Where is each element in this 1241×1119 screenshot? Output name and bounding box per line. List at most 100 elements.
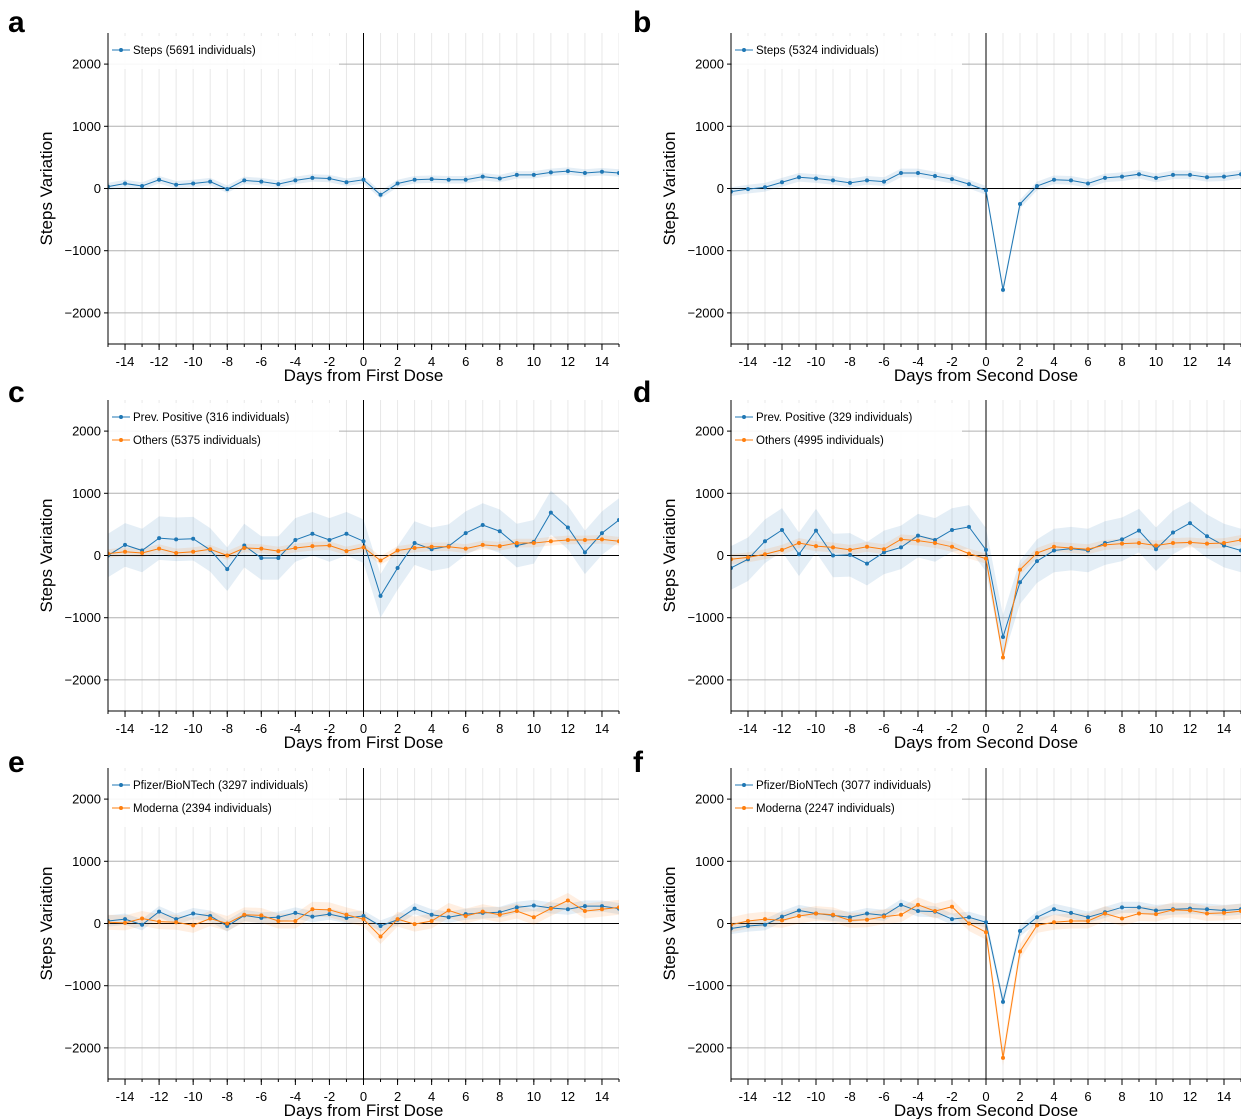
- data-point: [882, 914, 886, 919]
- data-point: [1018, 202, 1022, 207]
- data-point: [1035, 923, 1039, 928]
- y-tick-label: 0: [94, 916, 101, 931]
- x-tick-label: -2: [324, 721, 336, 736]
- x-tick-label: -4: [912, 354, 924, 369]
- data-point: [327, 537, 332, 542]
- data-point: [599, 907, 604, 912]
- x-tick-label: -6: [256, 721, 268, 736]
- data-point: [967, 182, 971, 187]
- data-point: [797, 552, 801, 557]
- data-point: [831, 545, 835, 550]
- data-point: [565, 525, 570, 530]
- x-tick-label: 2: [394, 1089, 401, 1104]
- x-tick-label: 8: [1118, 721, 1125, 736]
- data-point: [865, 544, 869, 549]
- data-point: [1171, 530, 1175, 535]
- series-band: [108, 534, 619, 565]
- data-point: [763, 917, 767, 922]
- data-point: [293, 910, 298, 915]
- data-point: [310, 531, 315, 536]
- data-point: [1120, 905, 1124, 910]
- y-tick-label: 0: [94, 181, 101, 196]
- panel-letter: d: [633, 376, 651, 409]
- data-point: [276, 182, 281, 187]
- data-point: [174, 920, 179, 925]
- data-point: [1018, 580, 1022, 585]
- data-point: [780, 918, 784, 923]
- x-tick-label: -8: [844, 1089, 856, 1104]
- legend-label: Steps (5324 individuals): [756, 45, 879, 57]
- data-point: [617, 518, 619, 523]
- panel-letter: e: [8, 746, 25, 779]
- y-tick-label: −1000: [687, 610, 724, 625]
- x-tick-label: 12: [561, 1089, 575, 1104]
- data-point: [814, 911, 818, 916]
- data-point: [1086, 181, 1090, 186]
- y-tick-label: 2000: [695, 57, 724, 72]
- data-point: [1103, 542, 1107, 547]
- y-tick-label: 1000: [72, 486, 101, 501]
- y-tick-label: −2000: [64, 672, 101, 687]
- data-point: [191, 923, 196, 928]
- data-point: [617, 539, 619, 544]
- data-point: [1069, 919, 1073, 924]
- data-point: [174, 917, 179, 922]
- x-tick-label: -2: [946, 1089, 958, 1104]
- data-point: [780, 914, 784, 919]
- data-point: [780, 547, 784, 552]
- data-point: [327, 543, 332, 548]
- data-point: [191, 536, 196, 541]
- data-point: [480, 174, 485, 179]
- data-point: [293, 537, 298, 542]
- data-point: [582, 909, 587, 914]
- data-point: [582, 170, 587, 175]
- data-point: [1154, 908, 1158, 913]
- x-tick-label: 10: [527, 721, 541, 736]
- data-point: [933, 541, 937, 546]
- data-point: [1018, 567, 1022, 572]
- x-tick-label: 14: [595, 721, 609, 736]
- legend-box: [109, 771, 339, 827]
- y-tick-label: 1000: [695, 486, 724, 501]
- legend-swatch-marker: [119, 783, 123, 787]
- x-tick-label: 0: [982, 1089, 989, 1104]
- data-point: [395, 181, 400, 186]
- data-point: [1188, 540, 1192, 545]
- data-point: [1035, 551, 1039, 556]
- data-point: [225, 567, 230, 572]
- y-tick-label: 1000: [72, 854, 101, 869]
- data-point: [746, 187, 750, 192]
- data-point: [463, 531, 468, 536]
- data-point: [967, 921, 971, 926]
- data-point: [480, 542, 485, 547]
- x-tick-label: -4: [290, 721, 302, 736]
- data-point: [1137, 172, 1141, 177]
- data-point: [497, 176, 502, 181]
- data-point: [582, 550, 587, 555]
- legend: Pfizer/BioNTech (3077 individuals) Modern…: [732, 771, 962, 827]
- data-point: [344, 180, 349, 185]
- y-tick-label: 1000: [72, 119, 101, 134]
- y-tick-label: −2000: [64, 1040, 101, 1055]
- x-tick-label: 6: [462, 1089, 469, 1104]
- data-point: [242, 178, 247, 183]
- panel-f: f −2000 −1000 0 1000 2000 -14 -12 -10 -8 -6 -4 -2 0 2 4…: [633, 746, 1241, 1119]
- x-tick-label: -4: [912, 721, 924, 736]
- legend: Prev. Positive (316 individuals) Others (…: [109, 403, 339, 459]
- x-tick-label: 4: [428, 354, 435, 369]
- data-point: [463, 546, 468, 551]
- legend-swatch-marker: [742, 783, 746, 787]
- data-point: [797, 541, 801, 546]
- data-point: [446, 177, 451, 182]
- data-point: [1222, 541, 1226, 546]
- data-point: [1120, 537, 1124, 542]
- x-tick-label: -2: [324, 354, 336, 369]
- x-tick-label: -12: [773, 354, 792, 369]
- data-point: [276, 549, 281, 554]
- data-point: [242, 912, 247, 917]
- data-point: [763, 922, 767, 927]
- data-point: [916, 170, 920, 175]
- y-tick-label: 0: [717, 916, 724, 931]
- legend-box: [732, 403, 962, 459]
- panel-c: c −2000 −1000 0 1000 2000 -14 -12 -10 -8 -6 -4 -2 0 2 4…: [8, 376, 620, 752]
